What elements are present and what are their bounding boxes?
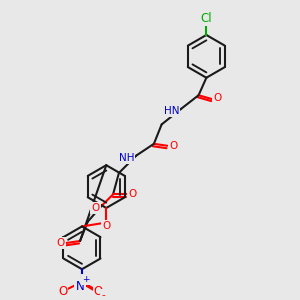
Text: O: O xyxy=(128,189,136,200)
Text: Cl: Cl xyxy=(201,12,212,25)
Text: +: + xyxy=(82,275,90,284)
Text: O: O xyxy=(56,238,65,248)
Text: O: O xyxy=(92,203,100,213)
Text: O: O xyxy=(169,141,177,151)
Text: HN: HN xyxy=(164,106,179,116)
Text: N: N xyxy=(76,280,84,293)
Text: O: O xyxy=(213,93,221,103)
Text: O: O xyxy=(58,285,67,298)
Text: O: O xyxy=(94,285,103,298)
Text: -: - xyxy=(101,290,105,300)
Text: NH: NH xyxy=(119,153,134,164)
Text: O: O xyxy=(102,221,110,231)
